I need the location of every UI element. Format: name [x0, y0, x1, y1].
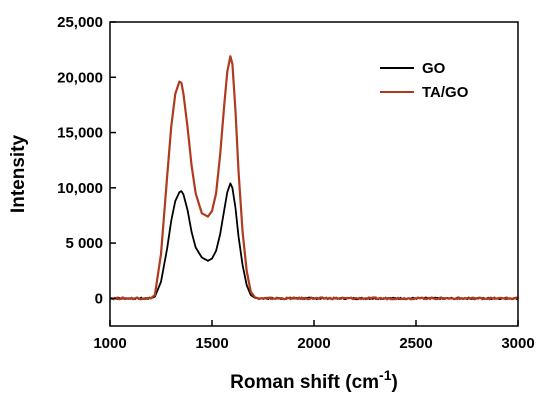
y-tick-label: 20,000	[57, 69, 103, 86]
x-tick-label: 2000	[297, 335, 330, 352]
x-tick-label: 1000	[93, 335, 126, 352]
x-tick-label: 2500	[399, 335, 432, 352]
y-tick-label: 0	[95, 290, 103, 307]
x-tick-label: 3000	[501, 335, 534, 352]
y-tick-label: 25,000	[57, 14, 103, 31]
plot-frame	[109, 21, 519, 327]
axis-ticks	[109, 21, 519, 326]
tick-labels: 1000 1500 2000 2500 3000 0 5 000 10,000 15,000 20…	[57, 14, 535, 352]
y-axis-title: Intensity	[8, 135, 29, 214]
legend-label-ta-go: TA/GO	[422, 84, 469, 101]
x-tick-label: 1500	[195, 335, 228, 352]
legend: GO TA/GO	[380, 60, 469, 101]
series-line-ta-go	[109, 55, 519, 301]
y-tick-label: 10,000	[57, 180, 103, 197]
y-tick-label: 15,000	[57, 125, 103, 142]
x-axis-unit-base: cm	[352, 372, 379, 393]
y-tick-label: 5 000	[65, 235, 103, 252]
x-axis-unit-exponent: -1	[379, 367, 392, 383]
plot-lines	[109, 55, 519, 301]
x-axis-title: Roman shift (cm-1)	[230, 367, 398, 393]
x-axis-unit-close: )	[391, 372, 397, 393]
x-axis-unit-open: (	[340, 372, 352, 393]
legend-label-go: GO	[422, 60, 446, 77]
x-axis-title-text: Roman shift	[230, 372, 340, 393]
series-line-go	[109, 182, 519, 301]
